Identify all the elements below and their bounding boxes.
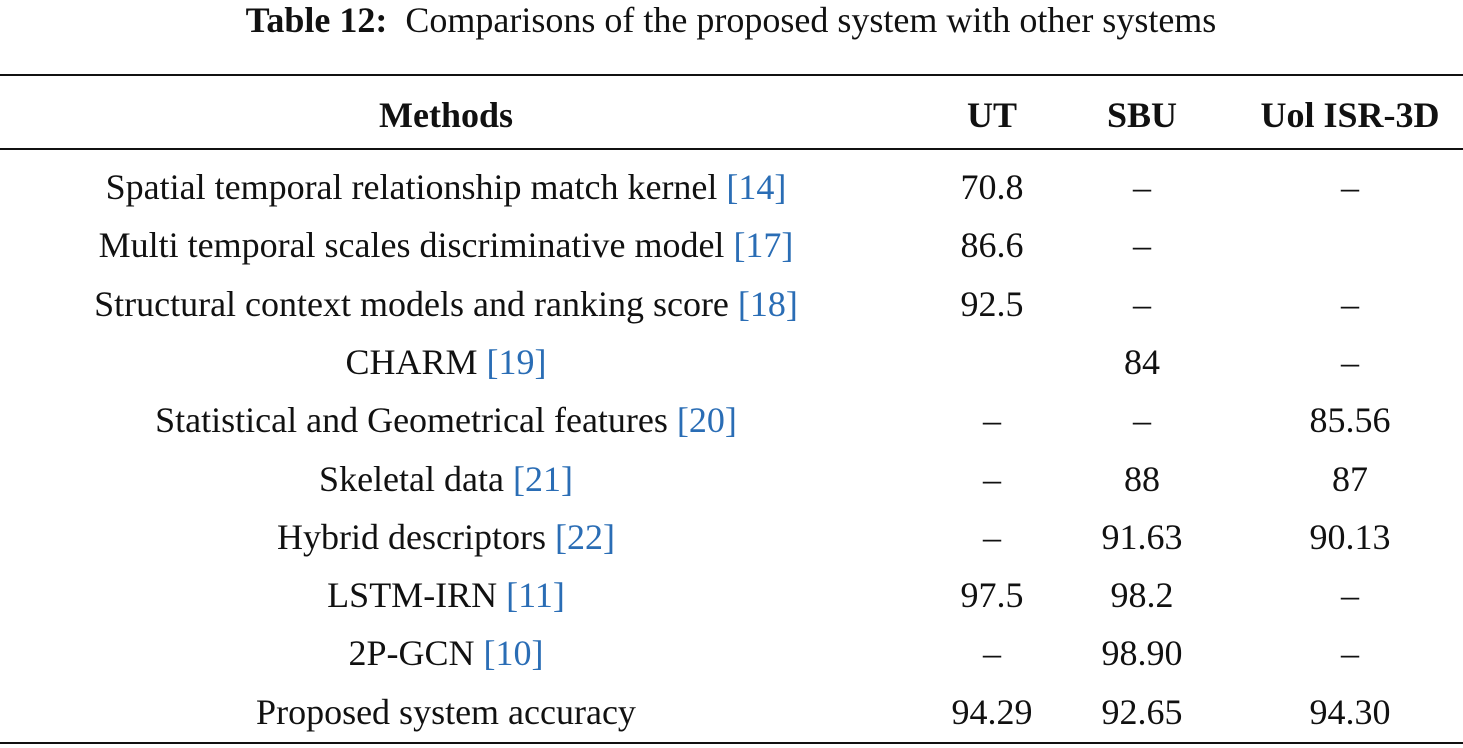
caption: Table 12: Comparisons of the proposed sy… <box>246 2 1217 38</box>
caption-text: Comparisons of the proposed system with … <box>405 0 1217 40</box>
value-cell: 94.29 <box>951 691 1033 732</box>
value-cell: 98.90 <box>1101 633 1183 674</box>
value-cell: 91.63 <box>1101 516 1183 557</box>
reference: [18] <box>737 283 798 324</box>
value-cell: 94.30 <box>1309 691 1391 732</box>
value-cell: – <box>983 633 1001 674</box>
value-cell: – <box>1133 167 1151 207</box>
value-cell: – <box>983 458 1001 499</box>
mid-rule <box>0 148 1463 150</box>
reference: [17] <box>733 225 794 266</box>
value-cell: – <box>1133 283 1151 324</box>
method: LSTM-IRN <box>327 575 498 616</box>
method: Proposed system accuracy <box>256 691 636 732</box>
reference: [19] <box>486 341 547 382</box>
value-cell: 98.2 <box>1110 575 1174 616</box>
method-cell: Structural context models and ranking sc… <box>94 286 798 322</box>
value-cell: – <box>983 516 1001 557</box>
value-cell: 88 <box>1124 458 1160 499</box>
value-cell: 70.8 <box>960 167 1024 207</box>
value-cell: 90.13 <box>1309 516 1391 557</box>
value-cell: 84 <box>1124 341 1160 382</box>
method-cell: Hybrid descriptors [22] <box>277 519 615 555</box>
value-cell: 85.56 <box>1309 400 1391 441</box>
header-cell: Methods <box>379 95 513 135</box>
method-cell: Spatial temporal relationship match kern… <box>106 169 787 205</box>
method-cell: Skeletal data [21] <box>319 461 573 497</box>
method: Spatial temporal relationship match kern… <box>105 167 718 207</box>
method-cell: Proposed system accuracy <box>256 694 636 730</box>
top-rule <box>0 74 1463 76</box>
method-cell: CHARM [19] <box>345 344 546 380</box>
method-cell: 2P-GCN [10] <box>348 635 543 671</box>
value-cell: 87 <box>1332 458 1368 499</box>
header-cell: SBU <box>1106 95 1178 135</box>
value-cell: – <box>1341 575 1359 616</box>
reference: [21] <box>512 458 573 499</box>
value-cell: 92.65 <box>1101 691 1183 732</box>
reference: [11] <box>506 575 565 616</box>
method: CHARM <box>345 341 478 382</box>
method-cell: Multi temporal scales discriminative mod… <box>99 227 794 263</box>
value-cell: – <box>1133 400 1151 441</box>
bottom-rule <box>0 742 1463 744</box>
reference: [10] <box>483 633 544 674</box>
method-cell: Statistical and Geometrical features [20… <box>155 402 737 438</box>
value-cell: – <box>1341 341 1359 382</box>
value-cell: – <box>1341 167 1359 207</box>
reference: [22] <box>554 516 615 557</box>
reference: [14] <box>726 167 787 207</box>
value-cell: – <box>1341 633 1359 674</box>
reference: [20] <box>676 400 737 441</box>
header-cell: UT <box>966 95 1018 135</box>
method-cell: LSTM-IRN [11] <box>327 577 565 613</box>
value-cell: 92.5 <box>960 283 1024 324</box>
value-cell: – <box>1133 225 1151 266</box>
value-cell: – <box>983 400 1001 441</box>
method: 2P-GCN <box>348 633 475 674</box>
method: Statistical and Geometrical features <box>155 400 668 441</box>
value-cell: 97.5 <box>960 575 1024 616</box>
caption-label: Table 12: <box>245 0 388 40</box>
method: Hybrid descriptors <box>277 516 546 557</box>
method: Multi temporal scales discriminative mod… <box>98 225 725 266</box>
method: Skeletal data <box>319 458 504 499</box>
value-cell: 86.6 <box>960 225 1024 266</box>
method: Structural context models and ranking sc… <box>94 283 729 324</box>
header-cell: Uol ISR-3D <box>1260 95 1440 135</box>
value-cell: – <box>1341 283 1359 324</box>
